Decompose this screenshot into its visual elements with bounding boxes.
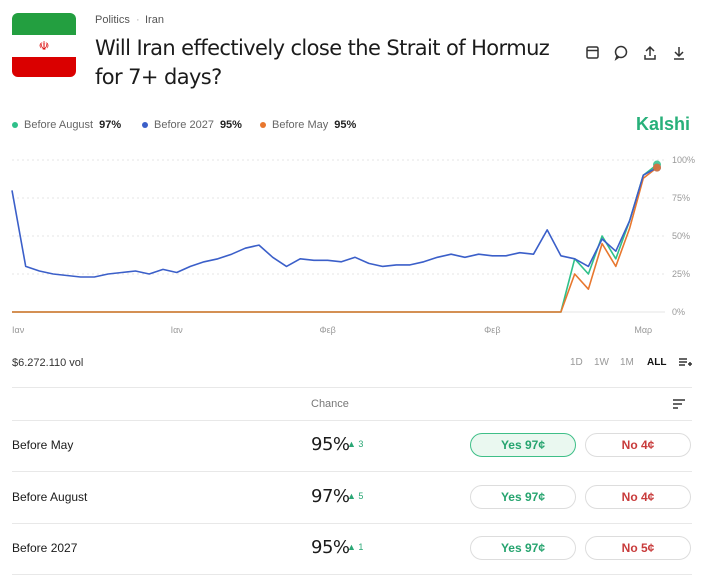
flag: ☫ [12, 13, 76, 77]
column-header: Chance [311, 398, 349, 410]
x-tick-label: Ιαν [171, 325, 184, 335]
chance: 95% [311, 537, 350, 558]
yes-button[interactable]: Yes 97¢ [470, 484, 576, 509]
change-value: 5 [358, 490, 364, 501]
line [12, 166, 658, 313]
divider [12, 420, 692, 421]
legend-value: 95% [219, 119, 242, 131]
legend-item: Before August 97% [12, 119, 121, 131]
x-tick-label: Φεβ [319, 325, 335, 335]
legend-swatch [142, 122, 148, 128]
no-button[interactable]: No 4¢ [585, 433, 691, 457]
change-value: 1 [358, 542, 364, 552]
market-title: Will Iran effectively close the Strait o… [95, 36, 550, 89]
divider [12, 522, 692, 524]
chance: 97% [311, 485, 350, 507]
x-tick-label: Ιαν [12, 325, 25, 335]
y-tick-label: 100% [672, 155, 695, 165]
chart: 0% 25% 50% 75% 100% Ιαν Ιαν Φεβ Φεβ Μαρ [11, 155, 695, 335]
legend-item: Before May 95% [260, 119, 356, 131]
change-value: 3 [358, 439, 364, 449]
divider [12, 574, 692, 575]
line [11, 166, 658, 278]
divider [12, 387, 692, 388]
yes-button[interactable]: Yes 97¢ [470, 433, 576, 457]
brand-logo: Kalshi [635, 114, 690, 134]
range-button[interactable]: 1W [594, 357, 609, 368]
y-tick-label: 25% [672, 269, 690, 279]
separator: · [136, 14, 140, 26]
tag[interactable]: Iran [145, 14, 164, 26]
range-button[interactable]: 1M [620, 357, 634, 368]
end-point [653, 163, 661, 172]
x-tick-label: Φεβ [484, 325, 500, 335]
legend-swatch [260, 122, 266, 128]
divider [12, 471, 692, 472]
legend-label: Before May [272, 119, 329, 131]
outcome-name: Before 2027 [12, 541, 78, 555]
y-tick-label: 50% [672, 231, 690, 241]
chart-settings-icon[interactable] [678, 356, 692, 368]
legend-label: Before August [24, 119, 94, 131]
svg-text:☫: ☫ [39, 39, 50, 53]
outcome-name: Before August [12, 489, 88, 504]
legend-label: Before 2027 [154, 119, 214, 131]
chance: 95% [311, 434, 350, 455]
outcome-name: Before May [12, 438, 74, 452]
no-button[interactable]: No 5¢ [585, 536, 691, 560]
legend-value: 97% [99, 119, 122, 131]
toolbar-icons[interactable] [584, 44, 694, 62]
range-button[interactable]: 1D [570, 357, 583, 368]
yes-button[interactable]: Yes 97¢ [470, 536, 576, 560]
change: ▲ 3 [347, 439, 364, 449]
range-button[interactable]: ALL [647, 357, 667, 368]
sort-icon[interactable] [672, 398, 686, 410]
x-tick-label: Μαρ [634, 325, 652, 335]
legend-value: 95% [334, 119, 357, 131]
change: ▲ 5 [347, 490, 364, 501]
no-button[interactable]: No 4¢ [585, 484, 691, 509]
y-tick-label: 0% [672, 307, 685, 317]
legend-swatch [12, 122, 18, 128]
tag[interactable]: Politics [95, 14, 130, 26]
line [12, 163, 658, 313]
change: ▲ 1 [347, 542, 364, 552]
legend-item: Before 2027 95% [142, 119, 242, 131]
y-tick-label: 75% [672, 193, 690, 203]
volume: $6.272.110 vol [12, 357, 84, 369]
